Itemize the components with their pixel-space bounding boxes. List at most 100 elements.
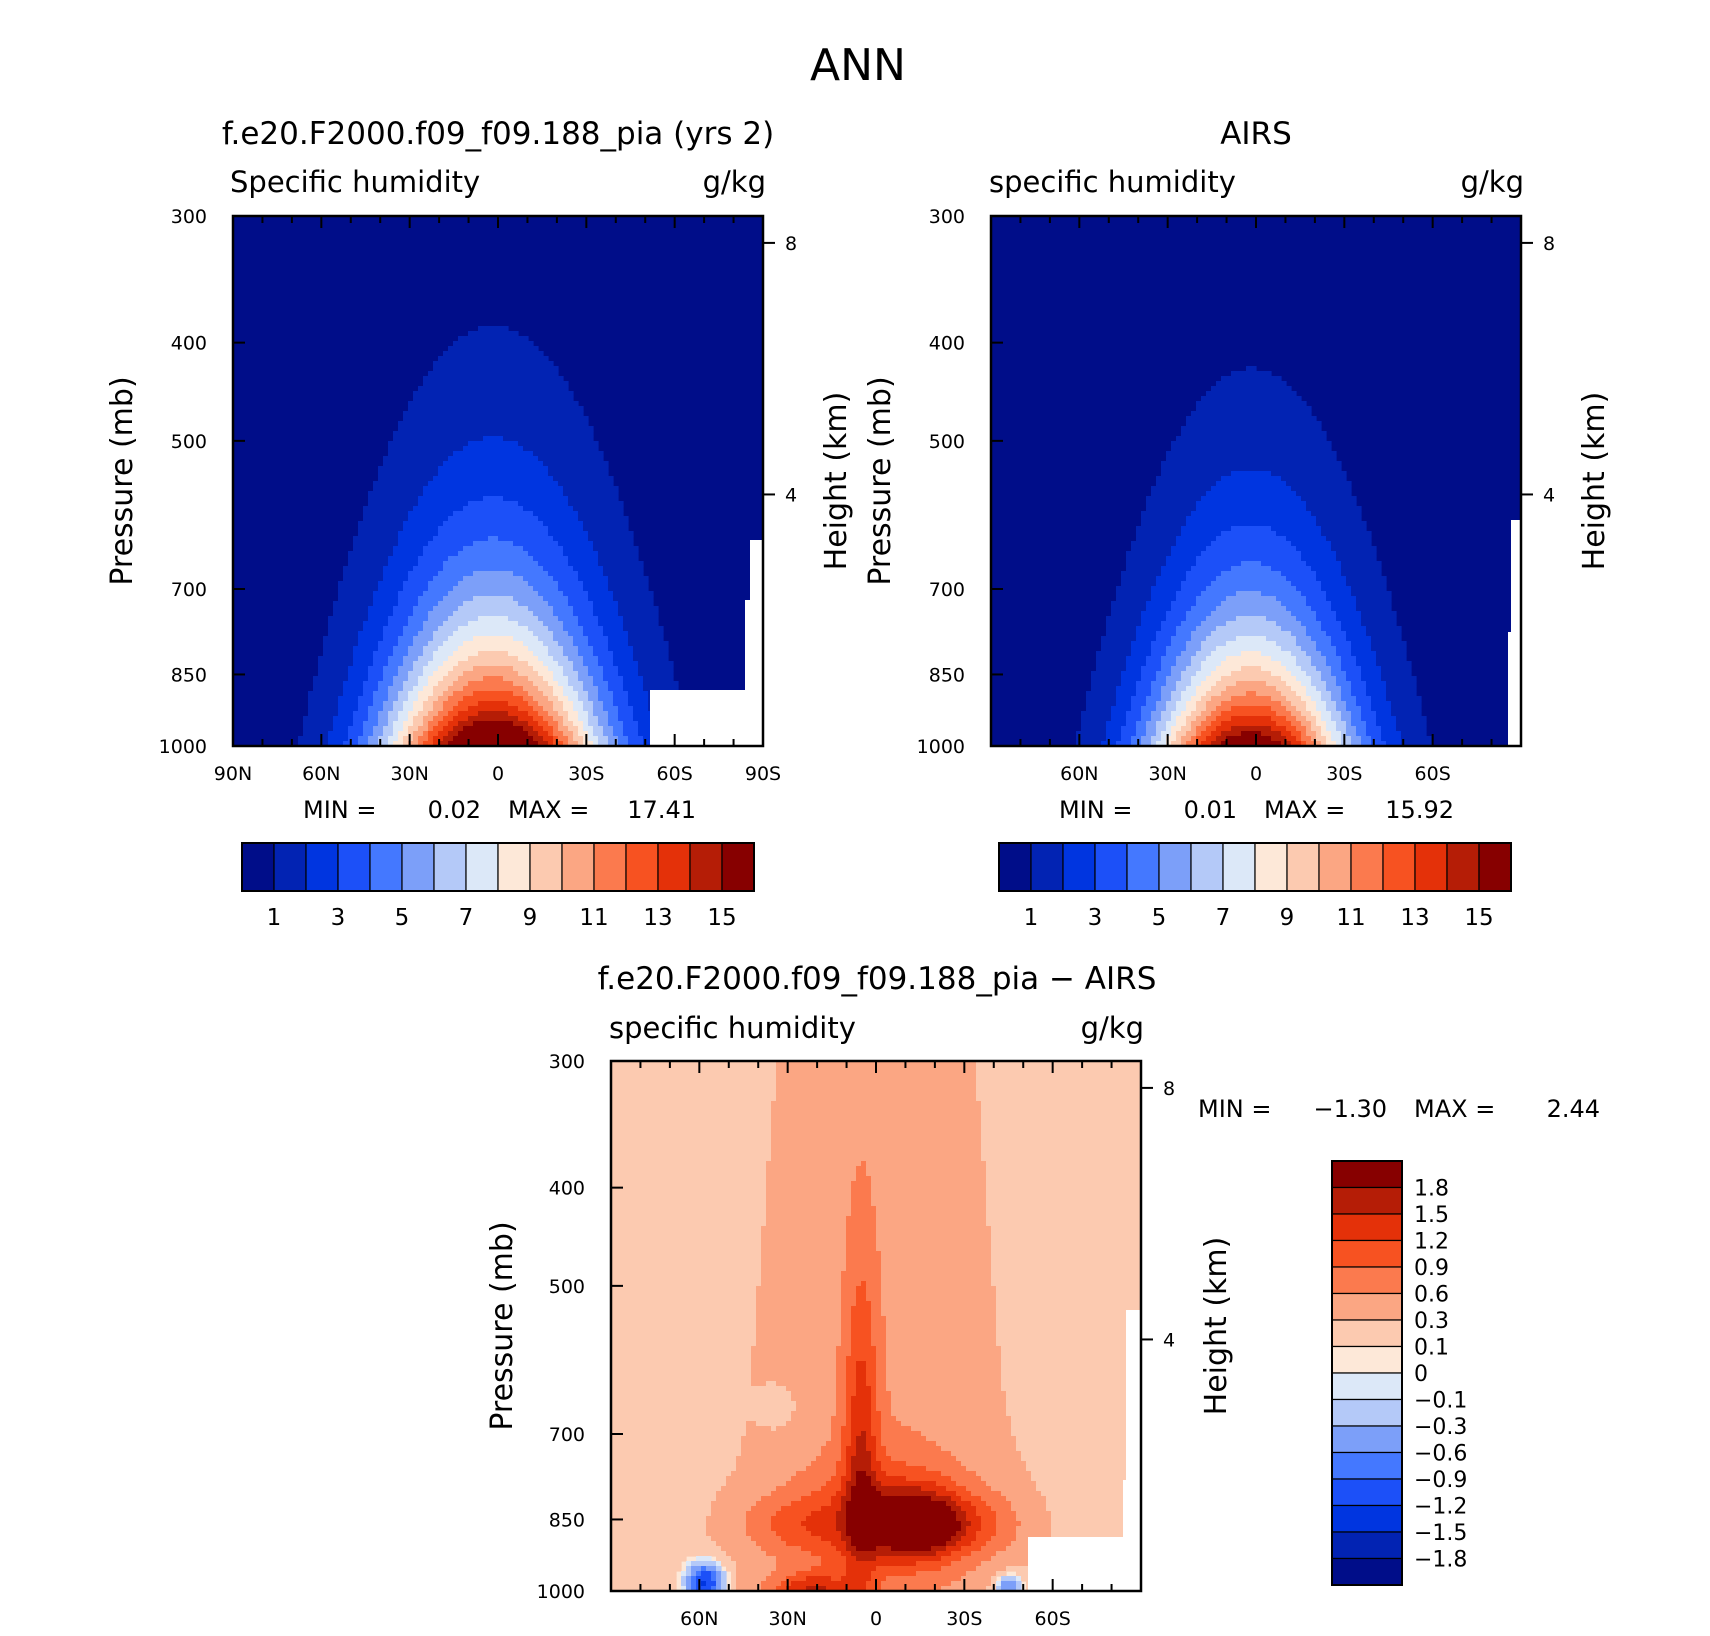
contour-cell	[558, 681, 569, 687]
contour-cell	[383, 636, 399, 642]
contour-cell	[761, 1256, 847, 1262]
contour-cell	[1221, 601, 1282, 607]
contour-cell	[558, 541, 594, 547]
contour-cell	[866, 1581, 882, 1587]
contour-cell	[1161, 661, 1177, 667]
contour-cell	[611, 1321, 757, 1327]
contour-cell	[533, 631, 554, 637]
contour-cell	[611, 1286, 757, 1292]
contour-cell	[1326, 661, 1342, 667]
contour-cell	[1341, 711, 1352, 717]
contour-cell	[543, 566, 574, 572]
contour-cell	[971, 1521, 982, 1527]
contour-cell	[368, 711, 379, 717]
contour-cell	[986, 1166, 1141, 1172]
contour-cell	[453, 666, 474, 672]
contour-cell	[543, 641, 559, 647]
contour-cell	[611, 1096, 777, 1102]
contour-cell	[608, 636, 629, 642]
contour-cell	[553, 636, 574, 642]
contour-cell	[846, 1356, 877, 1362]
contour-cell	[468, 716, 519, 722]
contour-cell	[543, 521, 584, 527]
contour-cell	[766, 1551, 812, 1557]
contour-cell	[1126, 561, 1167, 567]
contour-cell	[608, 741, 619, 746]
model-field-label: Specific humidity	[230, 165, 480, 199]
colorbar-label: 15	[1464, 905, 1493, 931]
contour-cell	[563, 591, 589, 597]
contour-cell	[841, 1476, 852, 1482]
contour-cell	[378, 581, 404, 587]
contour-cell	[363, 681, 379, 687]
contour-cell	[871, 1176, 987, 1182]
contour-cell	[996, 1516, 1017, 1522]
contour-cell	[746, 1421, 757, 1427]
contour-cell	[1356, 696, 1372, 702]
contour-cell	[756, 1286, 842, 1292]
contour-cell	[1361, 621, 1397, 627]
contour-cell	[463, 641, 524, 647]
contour-cell	[1146, 506, 1197, 512]
colorbar-swatch	[273, 842, 307, 892]
contour-cell	[1196, 601, 1222, 607]
contour-cell	[716, 1496, 762, 1502]
contour-cell	[1226, 596, 1277, 602]
contour-cell	[1381, 731, 1402, 737]
contour-cell	[851, 1196, 872, 1202]
contour-cell	[563, 671, 579, 677]
contour-cell	[438, 466, 549, 472]
contour-cell	[373, 731, 384, 737]
contour-cell	[368, 741, 379, 746]
contour-cell	[1371, 636, 1402, 642]
contour-cell	[611, 1461, 737, 1467]
contour-cell	[1216, 666, 1242, 672]
contour-cell	[1126, 666, 1142, 672]
contour-cell	[841, 1501, 847, 1507]
contour-cell	[871, 1451, 877, 1457]
contour-cell	[851, 1341, 872, 1347]
contour-cell	[423, 376, 564, 382]
contour-cell	[881, 1306, 997, 1312]
contour-cell	[1161, 691, 1172, 697]
contour-cell	[761, 1546, 802, 1552]
x-tick-label: 0	[1250, 763, 1262, 785]
contour-cell	[573, 701, 584, 707]
contour-cell	[611, 1121, 772, 1127]
contour-cell	[408, 731, 414, 737]
contour-cell	[851, 1336, 872, 1342]
contour-cell	[981, 1131, 1141, 1137]
contour-cell	[1326, 706, 1337, 712]
contour-cell	[358, 641, 379, 647]
contour-cell	[1306, 741, 1317, 746]
contour-cell	[756, 1421, 787, 1427]
contour-cell	[613, 696, 629, 702]
contour-cell	[583, 681, 594, 687]
contour-cell	[418, 596, 444, 602]
contour-cell	[971, 1491, 1002, 1497]
contour-cell	[851, 1421, 872, 1427]
obs-units-label: g/kg	[1461, 165, 1524, 199]
contour-cell	[1156, 631, 1177, 637]
contour-cell	[951, 1561, 982, 1567]
contour-cell	[398, 421, 589, 427]
contour-cell	[473, 636, 514, 642]
contour-cell	[423, 546, 464, 552]
contour-cell	[1151, 486, 1212, 492]
contour-cell	[766, 1196, 852, 1202]
contour-cell	[941, 1471, 977, 1477]
contour-cell	[746, 1521, 772, 1527]
contour-cell	[413, 736, 419, 742]
contour-cell	[1121, 736, 1132, 742]
contour-cell	[453, 706, 469, 712]
contour-cell	[443, 521, 544, 527]
contour-cell	[1271, 671, 1292, 677]
contour-cell	[1331, 736, 1342, 742]
contour-cell	[363, 691, 374, 697]
contour-cell	[628, 636, 664, 642]
contour-cell	[353, 661, 374, 667]
contour-cell	[443, 661, 459, 667]
contour-cell	[328, 616, 369, 622]
contour-cell	[611, 1236, 762, 1242]
contour-cell	[771, 1521, 802, 1527]
